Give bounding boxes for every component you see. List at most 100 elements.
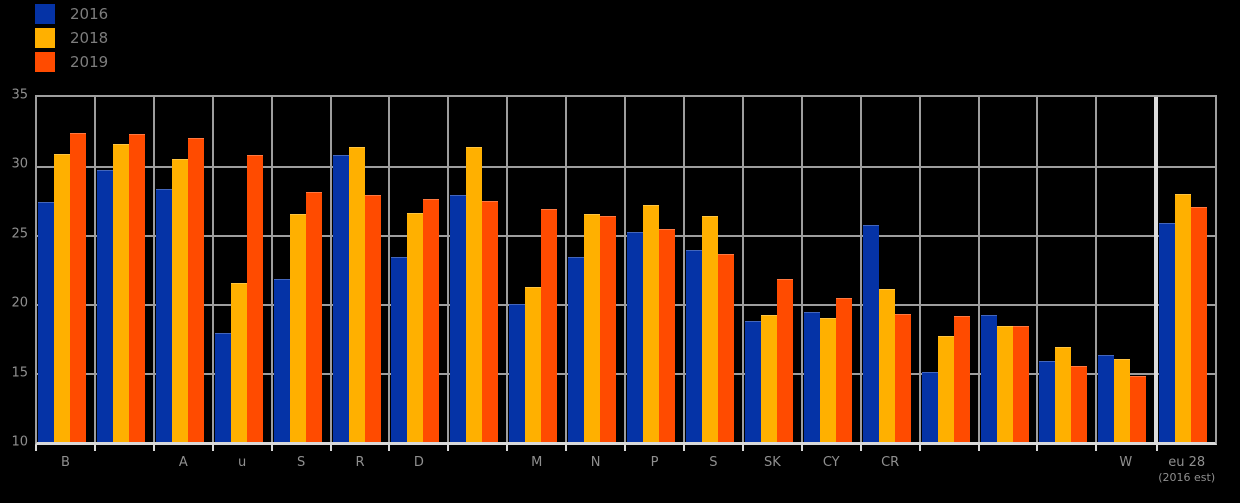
bar-2018 — [643, 204, 660, 442]
y-tick-label: 20 — [11, 295, 28, 311]
bar-group-15 — [918, 97, 978, 451]
legend-label: 2016 — [70, 5, 109, 23]
bar-group-eu 28: eu 28 (2016 est) — [1154, 97, 1215, 484]
bar-group-W: W — [1095, 97, 1154, 470]
bar-2016 — [1098, 355, 1115, 442]
x-tick-label: A — [178, 455, 188, 470]
x-tick-label: SK — [763, 455, 781, 470]
bar-2019 — [1191, 207, 1208, 442]
bar-2018 — [1055, 346, 1072, 442]
bar-2016 — [1039, 360, 1056, 442]
legend-item: 2016 — [35, 4, 108, 24]
bar-group-B: B — [35, 97, 94, 470]
bar-2019 — [1130, 375, 1147, 442]
bar-2019 — [600, 215, 617, 442]
bar-group-R: R — [329, 97, 389, 470]
bar-2018 — [230, 283, 247, 442]
legend-label: 2018 — [70, 29, 109, 47]
x-tick-label: S — [296, 455, 306, 470]
x-tick-label: u — [238, 455, 247, 470]
x-tick-label: R — [355, 455, 365, 470]
legend-item: 2018 — [35, 28, 108, 48]
bar-group-CR: CR — [859, 97, 919, 470]
x-tick-label: P — [650, 455, 659, 470]
bar-group-D: D — [388, 97, 447, 470]
bar-2016 — [391, 257, 408, 442]
bar-2016 — [862, 225, 879, 442]
bar-2019 — [305, 192, 322, 442]
y-tick-label: 35 — [11, 87, 28, 103]
y-tick-label: 15 — [11, 365, 28, 381]
y-tick-label: 10 — [11, 434, 28, 450]
bar-2019 — [187, 138, 204, 442]
legend-swatch-2018-icon — [35, 28, 55, 48]
bar-2018 — [701, 215, 718, 442]
legend-item: 2019 — [35, 52, 108, 72]
bar-2018 — [878, 288, 895, 442]
bar-2019 — [717, 254, 734, 442]
y-tick-label: 25 — [11, 226, 28, 242]
bar-2016 — [568, 257, 585, 442]
bar-group-u: u — [211, 97, 271, 470]
legend-label: 2019 — [70, 53, 109, 71]
bar-2018 — [54, 153, 70, 442]
x-tick-label: D — [413, 455, 424, 470]
bar-group-16 — [977, 97, 1037, 451]
bar-group-7 — [447, 97, 506, 451]
bar-2016 — [332, 154, 349, 442]
bar-2016 — [980, 315, 997, 442]
bar-group-S: S — [270, 97, 330, 470]
x-tick-label: N — [590, 455, 601, 470]
bar-group-17 — [1036, 97, 1095, 451]
bar-2016 — [627, 232, 644, 442]
bar-group-CY: CY — [800, 97, 860, 470]
x-tick-label: W — [1119, 455, 1133, 470]
bar-2018 — [819, 317, 836, 442]
x-tick-label: M — [531, 455, 543, 470]
bar-2019 — [776, 279, 793, 442]
bar-2016 — [38, 201, 54, 442]
bar-group-SK: SK — [741, 97, 801, 470]
bar-2019 — [246, 154, 263, 442]
legend-swatch-2016-icon — [35, 4, 55, 24]
bar-2019 — [1012, 326, 1029, 442]
bar-2018 — [584, 214, 601, 442]
bar-2019 — [482, 200, 499, 442]
bar-group-1 — [93, 97, 153, 451]
bar-group-A: A — [152, 97, 212, 470]
bar-2016 — [921, 371, 938, 442]
bar-2018 — [407, 212, 424, 442]
bar-2019 — [835, 298, 852, 442]
bar-2018 — [1175, 193, 1192, 442]
bar-2016 — [273, 279, 290, 442]
x-tick-label: CR — [881, 455, 900, 470]
bar-2016 — [450, 194, 467, 442]
x-tick-label: S — [709, 455, 718, 470]
x-tick-label: B — [60, 455, 70, 470]
bar-2019 — [70, 132, 86, 442]
bar-2019 — [364, 194, 381, 442]
bar-2016 — [96, 170, 113, 442]
bar-2016 — [509, 304, 526, 442]
bar-group-P: P — [624, 97, 683, 470]
bar-group-S: S — [682, 97, 742, 470]
legend: 2016 2018 2019 — [35, 4, 108, 76]
bar-2018 — [289, 214, 306, 442]
x-tick-sublabel: (2016 est) — [1158, 471, 1216, 484]
bar-2018 — [1114, 359, 1131, 442]
bar-2016 — [214, 332, 231, 442]
bar-2019 — [659, 229, 676, 442]
bar-group-N: N — [565, 97, 624, 470]
bar-2019 — [953, 316, 970, 442]
bar-2019 — [541, 208, 558, 442]
bar-2016 — [155, 189, 172, 442]
bar-2018 — [996, 326, 1013, 442]
bar-2019 — [894, 313, 911, 442]
bar-2019 — [423, 199, 440, 442]
bar-2016 — [744, 320, 761, 442]
bar-2018 — [760, 315, 777, 442]
x-tick-label: CY — [822, 455, 840, 470]
y-axis: 35 30 25 20 15 10 — [0, 88, 30, 450]
bar-2016 — [1159, 222, 1176, 442]
